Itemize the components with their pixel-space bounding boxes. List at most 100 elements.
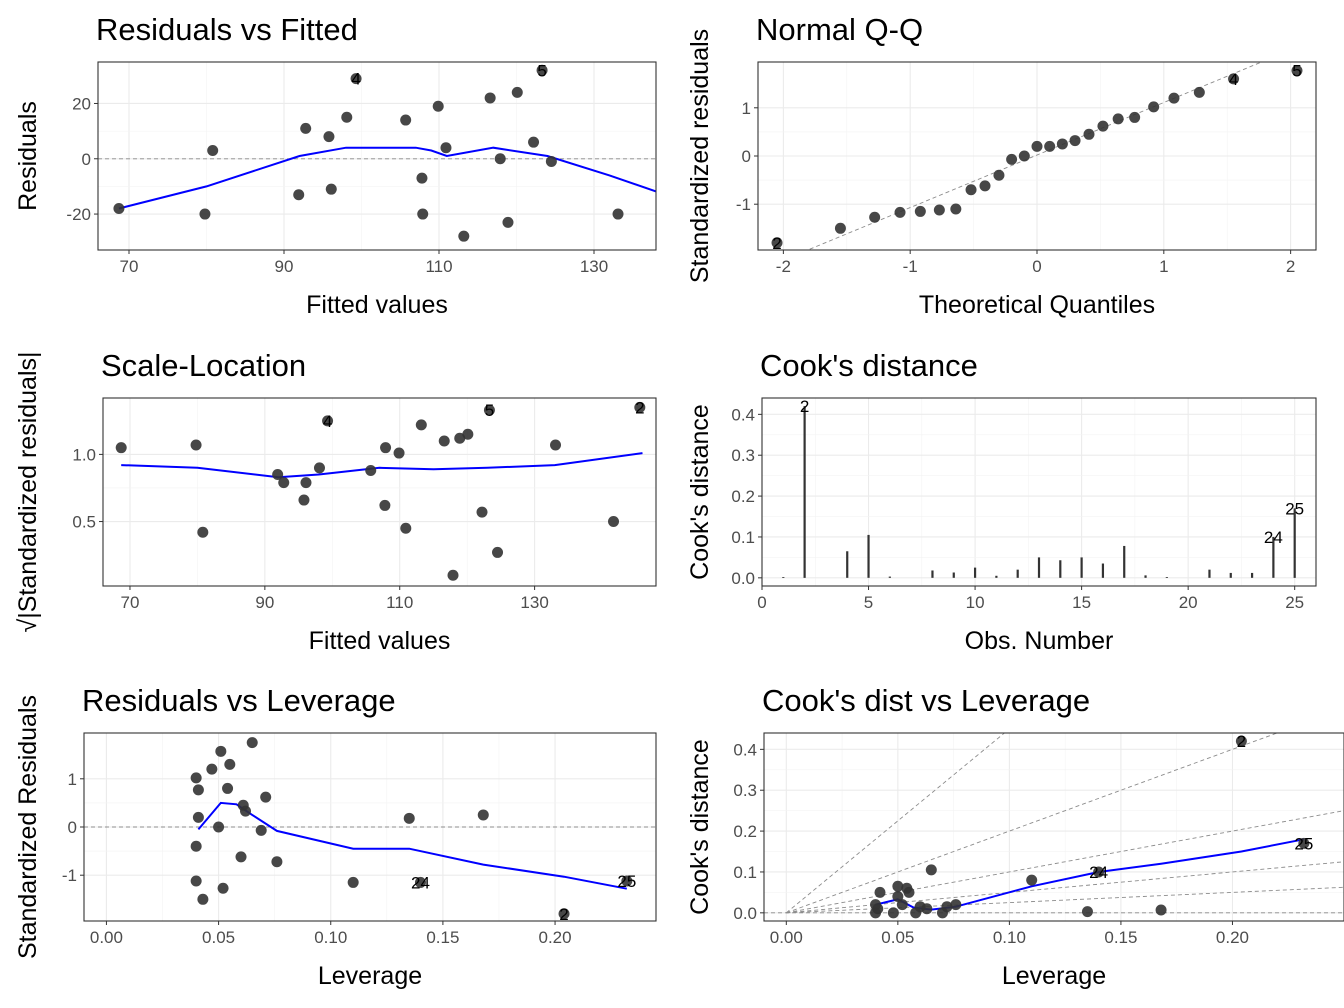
x-tick-label: 20 xyxy=(1179,593,1198,612)
data-point xyxy=(260,791,272,803)
panel-2: 4 5 2 -2 -1 0 1 2 -1 0 1 Normal Q-Q Theoretical Quan… xyxy=(686,12,1317,319)
x-tick-label: 110 xyxy=(386,593,413,612)
data-point xyxy=(432,100,444,112)
plot-background xyxy=(98,62,656,250)
y-tick-label: 20 xyxy=(72,94,91,113)
data-point xyxy=(113,203,125,215)
data-point xyxy=(834,222,846,234)
data-point xyxy=(199,208,211,220)
x-tick-label: -1 xyxy=(903,257,918,276)
data-point xyxy=(416,172,428,184)
x-tick-label: -2 xyxy=(776,257,791,276)
data-point xyxy=(300,122,312,134)
data-point xyxy=(921,903,933,915)
y-tick-label: -20 xyxy=(66,205,91,224)
data-point xyxy=(224,758,236,770)
data-point xyxy=(246,737,258,749)
data-point xyxy=(1291,65,1303,77)
y-tick-label: 0 xyxy=(82,150,91,169)
data-point xyxy=(1112,113,1124,125)
data-point xyxy=(240,805,252,817)
smooth-line xyxy=(197,801,627,890)
x-tick-label: 130 xyxy=(580,257,608,276)
data-point xyxy=(1228,73,1240,85)
x-tick-label: 0.05 xyxy=(202,928,235,947)
point-label: 25 xyxy=(1285,499,1304,518)
plot-background xyxy=(762,398,1316,586)
point-label: 2 xyxy=(1237,732,1246,751)
data-point xyxy=(528,136,540,148)
data-point xyxy=(892,880,904,892)
cooks-contour-line xyxy=(786,733,1279,914)
data-point xyxy=(1298,837,1310,849)
data-point xyxy=(1018,150,1030,162)
panel-border xyxy=(102,397,657,587)
y-tick-label: 0.1 xyxy=(733,863,757,882)
data-point xyxy=(440,142,452,154)
data-point xyxy=(869,211,881,223)
data-point xyxy=(484,92,496,104)
data-point xyxy=(476,506,488,518)
data-point xyxy=(447,569,459,581)
x-tick-label: 5 xyxy=(864,593,873,612)
data-point xyxy=(222,782,234,794)
data-point xyxy=(215,745,227,757)
data-point xyxy=(1148,101,1160,113)
y-tick-label: 0.1 xyxy=(731,528,755,547)
data-point xyxy=(313,462,325,474)
x-tick-label: 25 xyxy=(1285,593,1304,612)
point-label: 24 xyxy=(1264,528,1283,547)
x-axis-label: Theoretical Quantiles xyxy=(919,291,1155,319)
qq-reference-line xyxy=(806,62,1263,250)
panel-title: Cook's dist vs Leverage xyxy=(762,683,1090,718)
data-point xyxy=(993,169,1005,181)
data-point xyxy=(494,153,506,165)
data-point xyxy=(887,907,899,919)
x-tick-label: 0.15 xyxy=(1104,928,1137,947)
point-label: 5 xyxy=(537,61,546,80)
x-tick-label: 0.00 xyxy=(90,928,123,947)
data-point xyxy=(278,477,290,489)
data-point xyxy=(197,526,209,538)
x-tick-label: 2 xyxy=(1286,257,1295,276)
data-point xyxy=(1006,153,1018,165)
data-point xyxy=(914,205,926,217)
x-tick-label: 15 xyxy=(1072,593,1091,612)
y-tick-label: -1 xyxy=(62,866,77,885)
smooth-line xyxy=(121,452,643,479)
data-point xyxy=(1026,874,1038,886)
data-point xyxy=(1081,906,1093,918)
data-point xyxy=(190,840,202,852)
data-point xyxy=(298,494,310,506)
x-tick-label: 0.10 xyxy=(314,928,347,947)
data-point xyxy=(941,901,953,913)
data-point xyxy=(271,856,283,868)
point-label: 2 xyxy=(800,397,809,416)
data-point xyxy=(634,401,646,413)
x-tick-label: 70 xyxy=(121,593,140,612)
point-label: 24 xyxy=(1089,863,1108,882)
cooks-contour-line xyxy=(786,733,1006,914)
panel-6: 2 24 25 0.00 0.05 0.10 0.15 0.20 0.0 0.1 0.2 0.3 0.4… xyxy=(686,683,1344,990)
point-label: 5 xyxy=(1292,62,1301,81)
data-point xyxy=(771,237,783,249)
data-point xyxy=(933,204,945,216)
data-point xyxy=(403,812,415,824)
data-point xyxy=(903,886,915,898)
data-point xyxy=(483,404,495,416)
plot-layer: 2 24 25 xyxy=(764,732,1344,919)
y-tick-label: 1.0 xyxy=(72,445,96,464)
data-point xyxy=(415,419,427,431)
data-point xyxy=(414,876,426,888)
data-point xyxy=(1069,135,1081,147)
y-tick-label: 1 xyxy=(68,770,77,789)
data-point xyxy=(190,875,202,887)
x-tick-label: 0.10 xyxy=(993,928,1026,947)
data-point xyxy=(272,469,284,481)
data-point xyxy=(192,811,204,823)
data-point xyxy=(255,824,267,836)
y-tick-label: 0.0 xyxy=(733,904,757,923)
y-tick-label: 0.5 xyxy=(72,513,96,532)
